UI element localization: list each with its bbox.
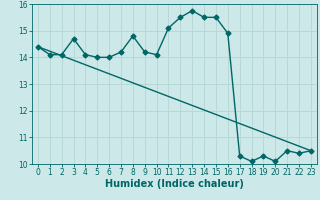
X-axis label: Humidex (Indice chaleur): Humidex (Indice chaleur) — [105, 179, 244, 189]
